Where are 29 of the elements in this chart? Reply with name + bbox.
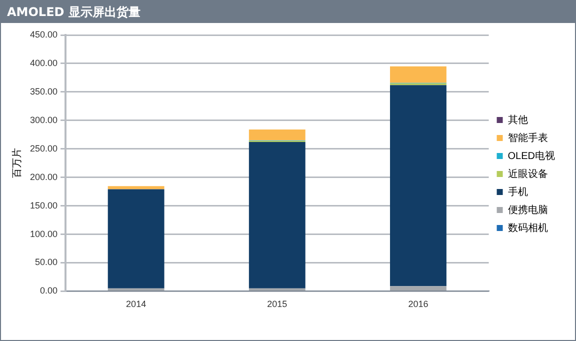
- y-tick-label: 100.00: [30, 228, 58, 239]
- y-tick-label: 450.00: [30, 29, 58, 40]
- legend-label: 数码相机: [508, 222, 548, 234]
- y-tick-label: 150.00: [30, 200, 58, 210]
- bar: [108, 186, 164, 190]
- y-tick-label: 250.00: [30, 143, 58, 154]
- y-axis-title: 百万片: [10, 148, 23, 178]
- legend-label: 智能手表: [508, 132, 548, 144]
- y-tick-label: 50.00: [34, 257, 58, 268]
- bar: [108, 189, 164, 288]
- y-tick-label: 300.00: [30, 114, 58, 125]
- legend-label: OLED电视: [508, 150, 556, 162]
- chart-title: AMOLED 显示屏出货量: [1, 1, 575, 23]
- x-tick-label: 2016: [408, 299, 428, 310]
- legend-label: 其他: [508, 114, 528, 126]
- x-tick-label: 2014: [126, 299, 146, 310]
- legend-label: 手机: [508, 186, 528, 198]
- y-tick-label: 400.00: [30, 58, 58, 68]
- x-tick-label: 2015: [267, 299, 288, 310]
- bar: [390, 286, 446, 290]
- y-tick-label: 200.00: [30, 172, 58, 182]
- bar: [390, 85, 446, 286]
- y-tick-label: 0.00: [40, 286, 58, 296]
- bar: [248, 130, 306, 140]
- legend-label: 便携电脑: [508, 204, 548, 216]
- bar: [390, 66, 446, 83]
- bar: [248, 142, 306, 288]
- y-tick-label: 350.00: [30, 86, 58, 96]
- legend-label: 近眼设备: [508, 168, 548, 180]
